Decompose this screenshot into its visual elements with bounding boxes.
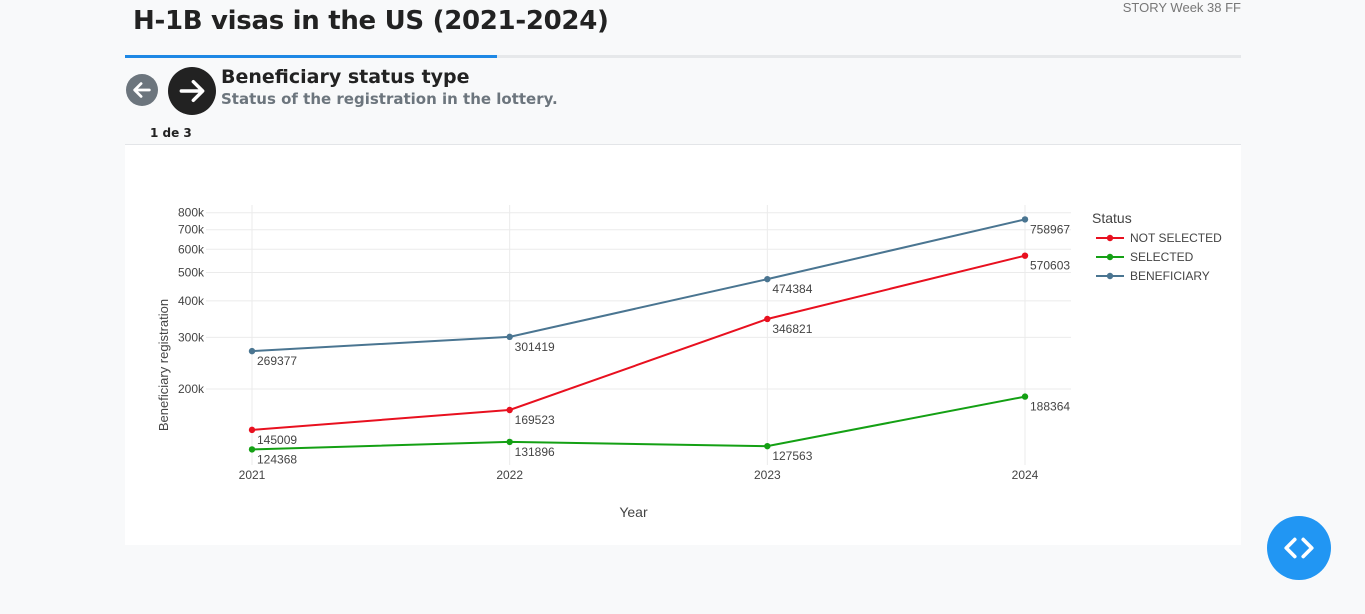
y-tick-label: 200k <box>178 382 205 396</box>
data-point <box>1021 216 1029 223</box>
code-icon <box>1284 537 1314 559</box>
legend-title: Status <box>1092 210 1132 226</box>
x-axis-title: Year <box>619 504 648 520</box>
data-label: 131896 <box>515 445 555 459</box>
data-label: 145009 <box>257 433 297 447</box>
series-line <box>251 218 1026 353</box>
chart-container: 200k 300k 400k 500k 600k 700k 800k 2021 2022 2023… <box>125 144 1241 545</box>
series-line <box>251 254 1026 431</box>
y-tick-label: 400k <box>178 294 205 308</box>
data-point <box>248 446 256 453</box>
data-point <box>248 347 256 355</box>
data-point <box>1021 393 1029 400</box>
y-tick-label: 300k <box>178 330 205 344</box>
series-line <box>251 395 1026 451</box>
legend-label: SELECTED <box>1130 250 1194 264</box>
data-label: 127563 <box>772 449 812 463</box>
data-label: 188364 <box>1030 400 1070 414</box>
previous-step-button[interactable] <box>126 74 158 106</box>
code-toggle-button[interactable] <box>1267 516 1331 580</box>
story-progress-fill <box>125 55 497 58</box>
data-point <box>506 333 513 341</box>
story-tag: STORY Week 38 FF <box>1122 0 1241 15</box>
data-point <box>764 442 771 450</box>
data-point <box>506 438 513 446</box>
next-step-button[interactable] <box>168 67 216 115</box>
data-point <box>248 426 256 434</box>
line-chart: 200k 300k 400k 500k 600k 700k 800k 2021 2022 2023… <box>156 205 1222 520</box>
y-tick-label: 700k <box>178 223 205 237</box>
x-tick-label: 2021 <box>239 468 266 482</box>
data-label: 758967 <box>1030 222 1070 236</box>
y-tick-label: 800k <box>178 206 205 220</box>
data-label: 570603 <box>1030 259 1070 273</box>
y-tick-label: 600k <box>178 242 205 256</box>
data-label: 169523 <box>515 413 555 427</box>
data-point <box>764 275 771 283</box>
step-title: Beneficiary status type <box>221 66 470 88</box>
data-label: 301419 <box>515 340 555 354</box>
legend-swatch-point <box>1106 253 1114 261</box>
data-label: 346821 <box>772 322 812 336</box>
data-label: 474384 <box>772 282 812 296</box>
legend-swatch-point <box>1106 272 1114 280</box>
legend-label: BENEFICIARY <box>1130 269 1210 283</box>
step-subtitle: Status of the registration in the lotter… <box>221 90 558 108</box>
data-point <box>1021 252 1029 259</box>
x-tick-label: 2024 <box>1012 468 1039 482</box>
x-tick-label: 2023 <box>754 468 781 482</box>
arrow-left-icon <box>133 82 151 98</box>
page-title: H-1B visas in the US (2021-2024) <box>133 6 609 36</box>
data-label: 269377 <box>257 354 297 368</box>
arrow-right-icon <box>179 79 205 103</box>
legend-label: NOT SELECTED <box>1130 231 1222 245</box>
step-counter: 1 de 3 <box>150 126 192 140</box>
y-tick-label: 500k <box>178 265 205 279</box>
story-progress-bar <box>125 55 1241 58</box>
legend-swatch-point <box>1106 234 1114 242</box>
data-label: 124368 <box>257 452 297 466</box>
data-point <box>506 406 513 414</box>
x-tick-label: 2022 <box>496 468 523 482</box>
y-axis-title: Beneficiary registration <box>156 299 171 431</box>
data-point <box>764 315 771 323</box>
